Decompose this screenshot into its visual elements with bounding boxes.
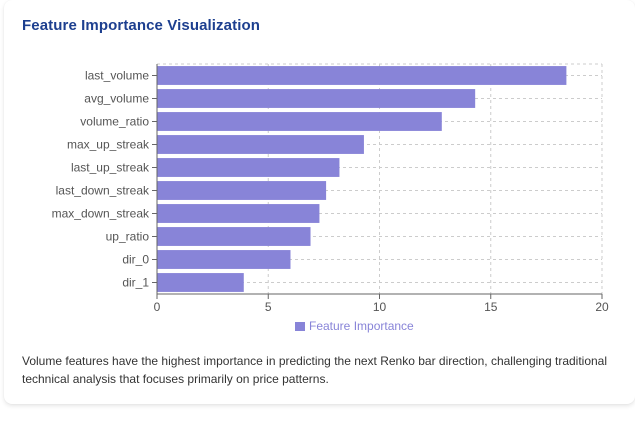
x-tick-label: 0	[154, 300, 161, 314]
y-tick-label: dir_1	[122, 276, 149, 290]
bars	[157, 66, 567, 292]
y-tick-label: up_ratio	[106, 230, 150, 244]
chart-title: Feature Importance Visualization	[22, 17, 260, 34]
y-tick-label: volume_ratio	[80, 115, 149, 129]
bar-last_volume[interactable]	[157, 66, 567, 85]
x-tick-label: 10	[373, 300, 387, 314]
x-tick-label: 20	[595, 300, 609, 314]
y-tick-label: last_volume	[85, 69, 149, 83]
bar-up_ratio[interactable]	[157, 227, 311, 246]
bar-max_up_streak[interactable]	[157, 135, 364, 154]
y-tick-label: dir_0	[122, 253, 149, 267]
x-tick-label: 5	[265, 300, 272, 314]
bar-last_up_streak[interactable]	[157, 158, 340, 177]
feature-importance-chart: last_volume avg_volume volume_ratio max_up_…	[52, 63, 609, 315]
bar-dir_0[interactable]	[157, 250, 291, 269]
y-tick-label: avg_volume	[84, 92, 149, 106]
y-tick-label: last_up_streak	[71, 161, 150, 175]
bar-max_down_streak[interactable]	[157, 204, 320, 223]
y-tick-label: max_down_streak	[52, 207, 150, 221]
axes	[152, 64, 603, 299]
x-tick-label: 15	[484, 300, 498, 314]
chart-description: Volume features have the highest importa…	[22, 354, 608, 386]
tick-labels: last_volume avg_volume volume_ratio max_up_…	[52, 69, 609, 315]
legend[interactable]: Feature Importance	[295, 319, 414, 333]
legend-label: Feature Importance	[309, 319, 414, 333]
y-tick-label: max_up_streak	[67, 138, 150, 152]
bar-volume_ratio[interactable]	[157, 112, 442, 131]
bar-avg_volume[interactable]	[157, 89, 476, 108]
bar-dir_1[interactable]	[157, 273, 244, 292]
bar-last_down_streak[interactable]	[157, 181, 327, 200]
legend-swatch	[295, 321, 305, 331]
y-tick-label: last_down_streak	[56, 184, 150, 198]
